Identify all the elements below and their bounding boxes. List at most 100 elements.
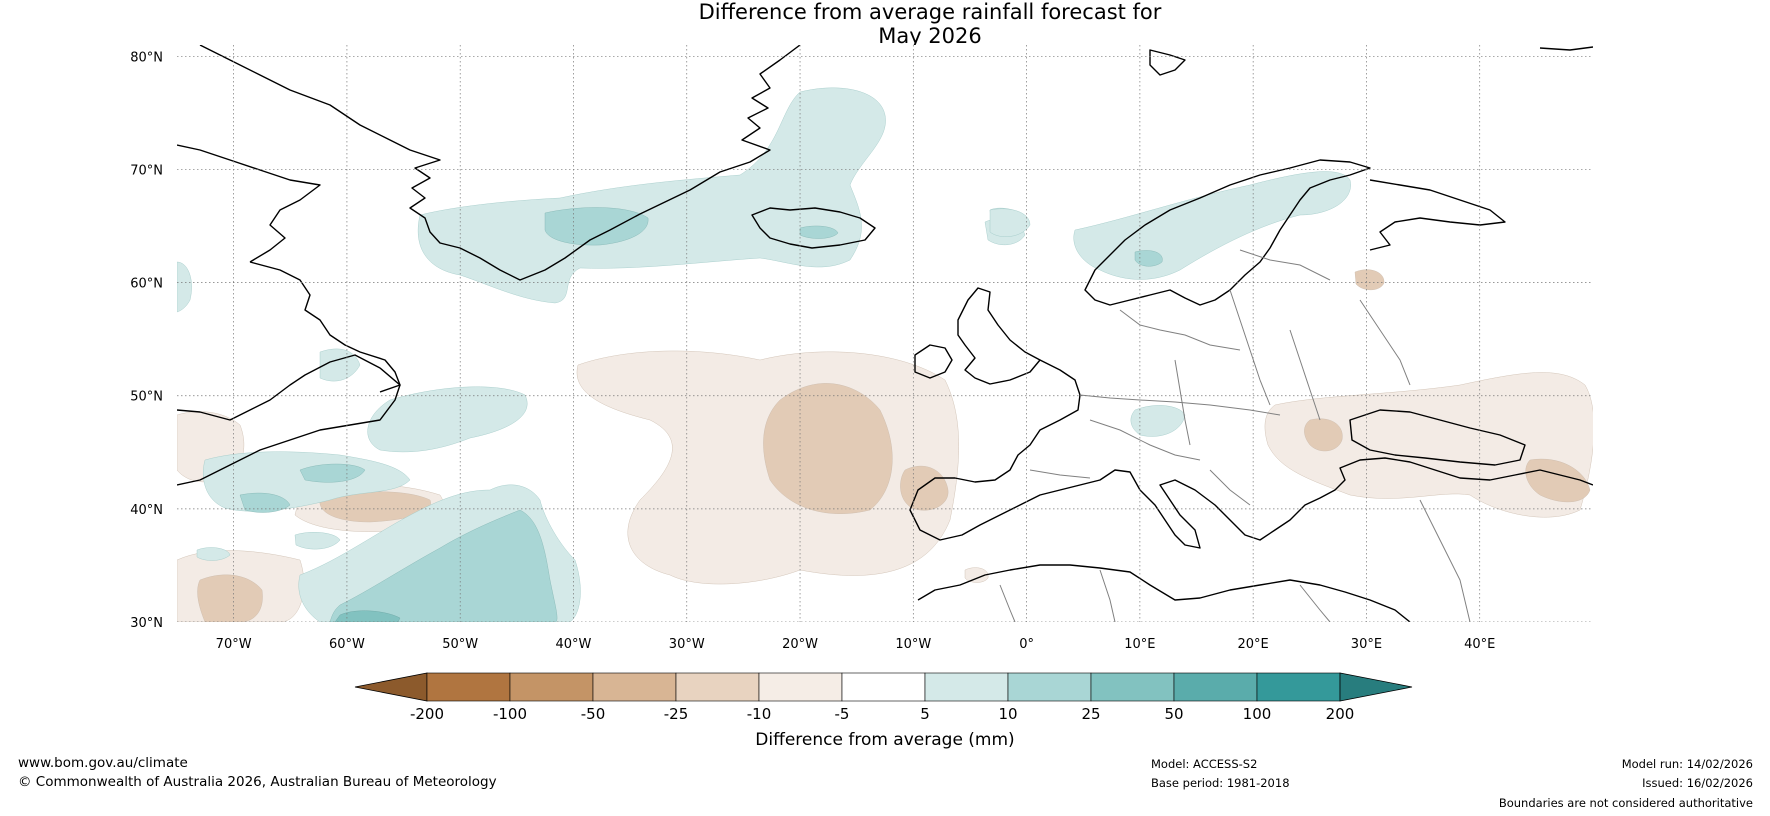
legend-tick-label: 5 xyxy=(920,705,930,723)
map-area xyxy=(177,45,1593,622)
wet-region-nw-atlantic xyxy=(367,386,528,453)
lon-label: 60°W xyxy=(329,637,365,652)
legend-swatch xyxy=(1173,672,1258,702)
legend-swatch xyxy=(1256,672,1341,702)
legend-swatch xyxy=(1090,672,1175,702)
footer-disclaimer: Boundaries are not considered authoritat… xyxy=(1498,796,1753,810)
svalbard-coastline xyxy=(1149,49,1186,76)
legend-swatch xyxy=(592,672,677,702)
lat-label: 70°N xyxy=(130,163,163,178)
border-line-4 xyxy=(1089,419,1201,461)
labrador-coastline xyxy=(249,261,401,393)
lat-label: 40°N xyxy=(130,503,163,518)
footer-copyright: © Commonwealth of Australia 2026, Austra… xyxy=(18,774,497,790)
lat-label: 50°N xyxy=(130,390,163,405)
border-line-13 xyxy=(1299,584,1331,622)
legend-tick-label: -200 xyxy=(410,705,444,723)
title-line-1: Difference from average rainfall forecas… xyxy=(698,0,1162,24)
wet-region-cape-cod-core xyxy=(239,492,291,513)
north-america-coastline xyxy=(177,354,401,486)
wet-region-labrador xyxy=(177,261,192,313)
legend-tick-label: -10 xyxy=(747,705,772,723)
legend-extend-high xyxy=(1339,672,1413,702)
wet-region-newfoundland-core xyxy=(299,463,366,483)
north-africa-coastline xyxy=(917,564,1411,622)
wet-region-gulf-stream-small xyxy=(294,532,341,550)
legend-swatch xyxy=(924,672,1009,702)
wet-region-greenland-iceland xyxy=(418,87,886,304)
title-line-2: May 2026 xyxy=(878,24,982,48)
footer-website[interactable]: www.bom.gov.au/climate xyxy=(18,755,188,771)
dry-region-black-sea xyxy=(1264,372,1593,518)
legend-tick-label: -5 xyxy=(835,705,850,723)
national-borders xyxy=(999,249,1471,622)
legend-tick-label: 10 xyxy=(998,705,1017,723)
border-line-5 xyxy=(1174,359,1191,446)
border-line-9 xyxy=(1209,469,1251,506)
legend-tick-label: 25 xyxy=(1081,705,1100,723)
wet-region-alps xyxy=(1130,405,1186,437)
wet-region-faroe xyxy=(989,208,1031,237)
map-title: Difference from average rainfall forecas… xyxy=(600,0,1260,48)
legend-swatch xyxy=(509,672,594,702)
dry-region-azores-core xyxy=(763,383,893,514)
legend-tick-label: 50 xyxy=(1164,705,1183,723)
lon-label: 10°W xyxy=(895,637,931,652)
footer-model-run: Model run: 14/02/2026 xyxy=(1621,757,1753,771)
border-line-6 xyxy=(1289,329,1321,421)
border-line-11 xyxy=(1099,569,1116,622)
wet-region-iceland-core xyxy=(799,225,839,239)
novaya-zemlya-coastline xyxy=(1539,46,1593,51)
footer-base-period: Base period: 1981-2018 xyxy=(1151,776,1290,790)
dry-region-iberia xyxy=(900,465,949,511)
wet-region-denmark-strait-core xyxy=(544,207,649,246)
border-line-10 xyxy=(1419,499,1471,622)
scandinavia-coastline xyxy=(1084,159,1371,306)
footer-model: Model: ACCESS-S2 xyxy=(1151,757,1258,771)
colorbar-legend: -200 -100 -50 -25 -10 -5 5 10 25 50 100 200 xyxy=(354,672,1413,723)
graticule xyxy=(177,45,1593,622)
lat-label: 30°N xyxy=(130,616,163,631)
europe-coastline xyxy=(909,359,1593,549)
border-line-14 xyxy=(1239,249,1331,281)
black-sea-coastline xyxy=(1349,409,1526,466)
legend-tick-label: -50 xyxy=(581,705,606,723)
legend-swatch xyxy=(426,672,511,702)
iceland-coastline xyxy=(751,207,876,249)
legend-tick-label: -100 xyxy=(493,705,527,723)
greenland-coastline xyxy=(199,45,801,281)
border-line-8 xyxy=(1029,469,1091,479)
lon-label: 0° xyxy=(1019,637,1034,652)
legend-extend-low xyxy=(354,672,428,702)
dry-region-north-africa xyxy=(964,567,989,583)
lon-label: 10°E xyxy=(1124,637,1155,652)
lon-label: 30°E xyxy=(1351,637,1382,652)
lat-label: 60°N xyxy=(130,277,163,292)
legend-swatch xyxy=(841,672,926,702)
dry-region-scandinavia-east xyxy=(1354,269,1385,291)
footer-issued: Issued: 16/02/2026 xyxy=(1642,776,1753,790)
legend-label: Difference from average (mm) xyxy=(755,730,1014,750)
lat-label: 80°N xyxy=(130,50,163,65)
baffin-coastline xyxy=(177,144,321,263)
dry-region-sw-corner-core xyxy=(197,574,263,622)
border-line-2 xyxy=(1119,309,1241,351)
ireland-coastline xyxy=(914,344,953,379)
uk-coastline xyxy=(957,287,1041,385)
wet-region-bermuda-deep xyxy=(334,610,401,622)
border-line-7 xyxy=(1359,299,1411,386)
border-line-3 xyxy=(1079,394,1281,416)
lon-label: 40°W xyxy=(556,637,592,652)
lon-label: 30°W xyxy=(669,637,705,652)
wet-region-sargasso-small xyxy=(196,547,231,561)
lon-label: 50°W xyxy=(442,637,478,652)
lon-label: 70°W xyxy=(216,637,252,652)
legend-swatch xyxy=(675,672,760,702)
border-line-12 xyxy=(999,584,1016,622)
lon-label: 40°E xyxy=(1464,637,1495,652)
axis-labels: 80°N 70°N 60°N 50°N 40°N 30°N 70°W 60°W 50°W 40°W… xyxy=(130,50,1495,652)
wet-anomaly-regions xyxy=(177,87,1351,622)
lon-label: 20°E xyxy=(1238,637,1269,652)
legend-swatch xyxy=(758,672,843,702)
